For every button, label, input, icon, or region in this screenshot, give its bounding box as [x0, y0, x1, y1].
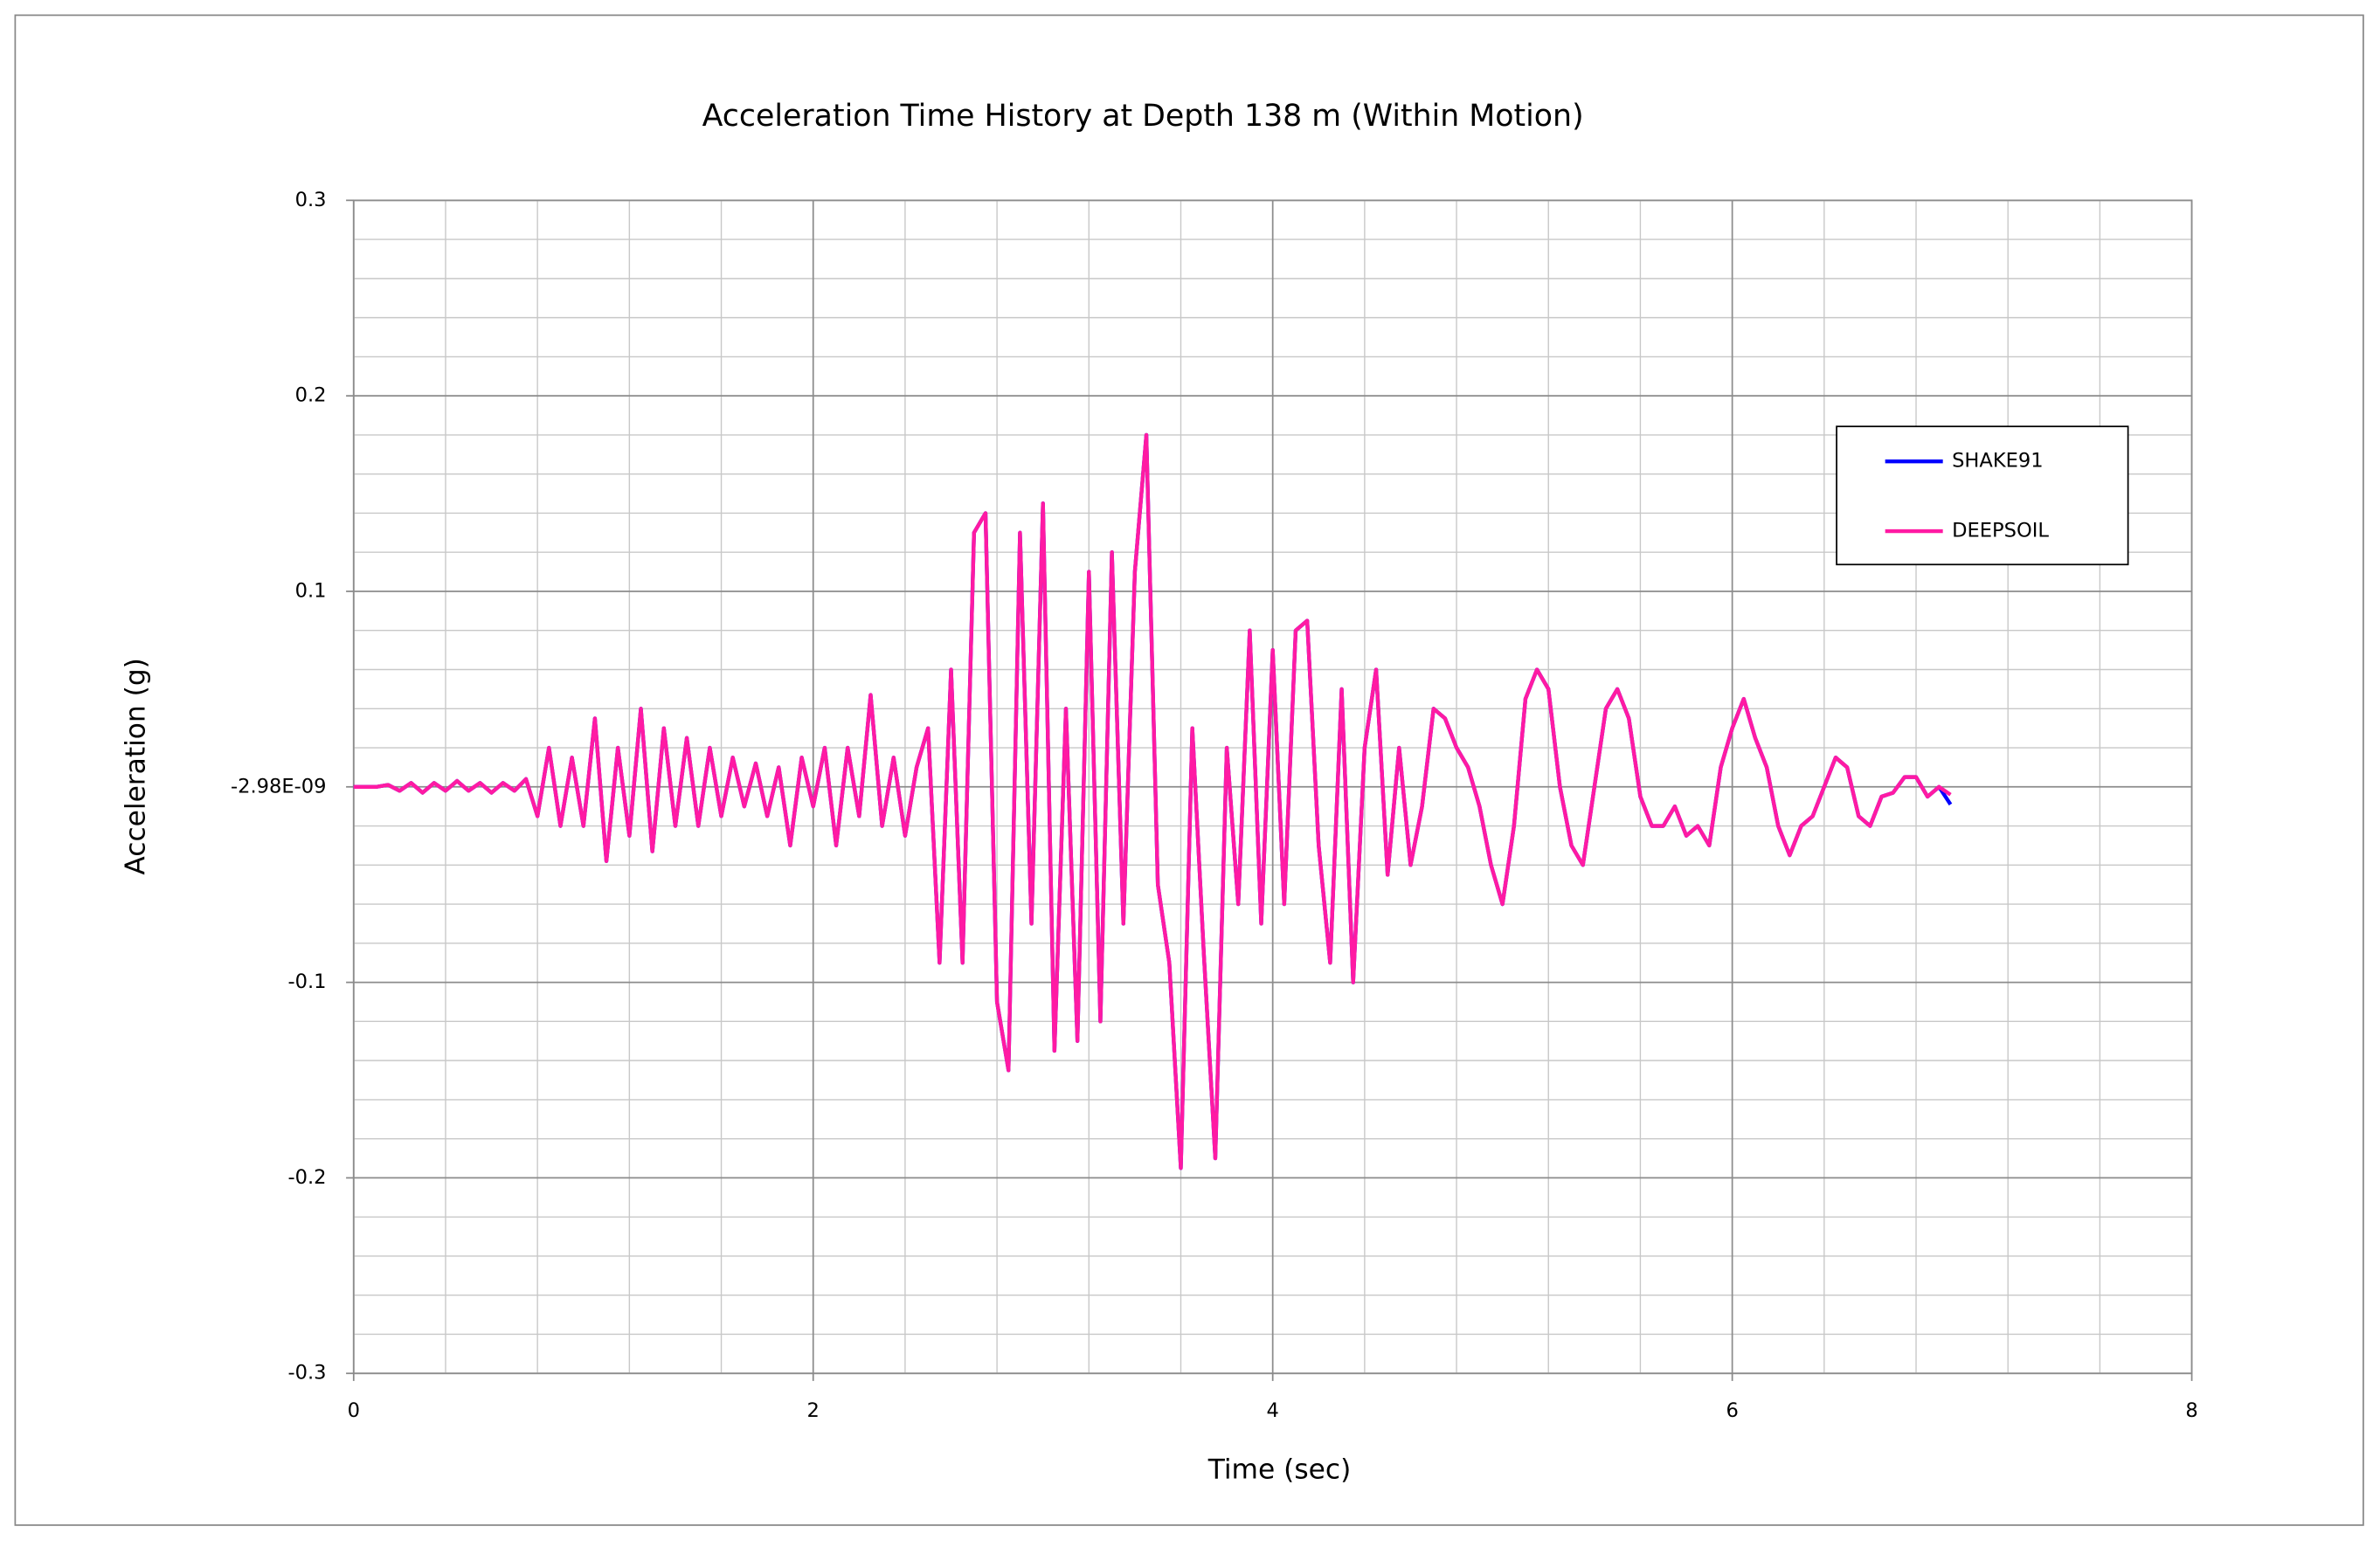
legend-label: SHAKE91 [1952, 450, 2044, 473]
y-tick-label: -0.2 [287, 1166, 326, 1189]
y-tick-label: 0.1 [295, 579, 327, 602]
y-tick-label: -2.98E-09 [231, 775, 327, 798]
legend-label: DEEPSOIL [1952, 520, 2049, 542]
x-tick-label: 6 [1726, 1399, 1738, 1422]
y-axis-label: Acceleration (g) [120, 658, 151, 874]
x-tick-label: 4 [1266, 1399, 1278, 1422]
x-tick-label: 8 [2185, 1399, 2197, 1422]
y-tick-label: 0.3 [295, 189, 327, 211]
x-axis-label: Time (sec) [1207, 1454, 1352, 1485]
y-tick-label: -0.1 [287, 970, 326, 993]
x-tick-label: 2 [807, 1399, 820, 1422]
legend-box [1836, 425, 2129, 566]
series-line [353, 432, 1952, 1171]
chart-title: Acceleration Time History at Depth 138 m… [702, 99, 1584, 134]
x-tick-label: 0 [348, 1399, 360, 1422]
y-tick-label: 0.2 [295, 384, 327, 407]
legend: SHAKE91 DEEPSOIL [1885, 450, 2049, 542]
y-tick-label: -0.3 [287, 1362, 326, 1385]
plot-lines [353, 432, 1953, 1171]
grid: -0.3 -0.2 -0.1 -2.98E-09 0.1 0.2 0.3 0 2 4 6 8 [231, 189, 2198, 1422]
